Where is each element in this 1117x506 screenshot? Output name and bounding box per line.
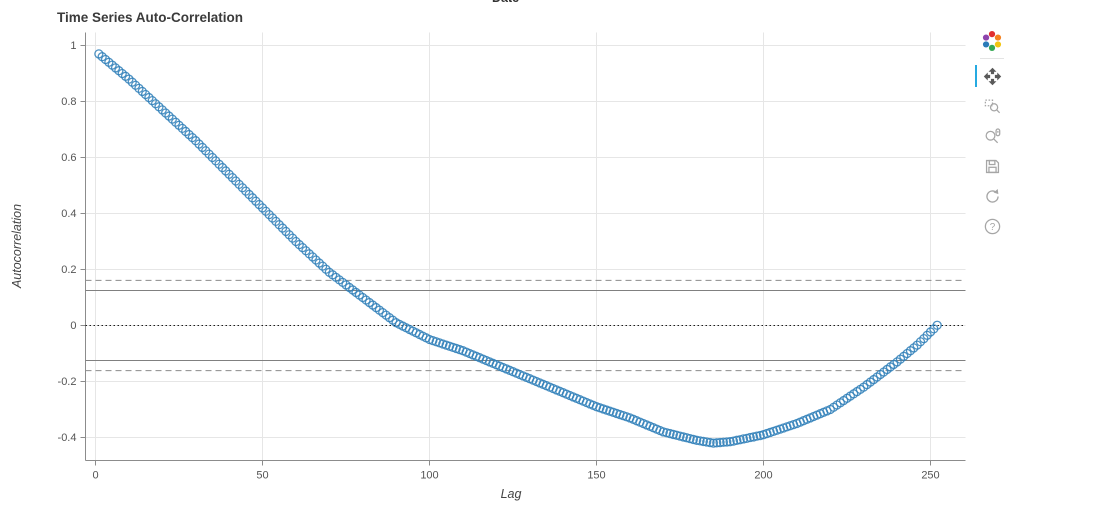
svg-text:200: 200 bbox=[754, 470, 772, 482]
toolbar-separator bbox=[980, 58, 1004, 59]
svg-text:100: 100 bbox=[420, 470, 438, 482]
svg-text:0: 0 bbox=[70, 320, 76, 332]
svg-text:0: 0 bbox=[92, 470, 98, 482]
svg-text:50: 50 bbox=[256, 470, 268, 482]
svg-text:0.6: 0.6 bbox=[61, 152, 76, 164]
y-axis: -0.4 -0.2 0 0.2 0.4 0.6 0.8 1 bbox=[58, 32, 86, 461]
reset-tool[interactable] bbox=[979, 183, 1005, 209]
x-axis: 0 50 100 150 200 250 bbox=[85, 460, 966, 482]
svg-text:250: 250 bbox=[921, 470, 939, 482]
x-gridlines bbox=[95, 32, 931, 461]
save-tool[interactable] bbox=[979, 153, 1005, 179]
svg-text:0.8: 0.8 bbox=[61, 96, 76, 108]
svg-text:-0.4: -0.4 bbox=[58, 432, 77, 444]
svg-text:-0.2: -0.2 bbox=[58, 376, 77, 388]
clipped-axis-label: Date bbox=[492, 0, 519, 5]
bokeh-logo[interactable] bbox=[979, 28, 1005, 54]
save-icon bbox=[985, 159, 999, 173]
help-icon: ? bbox=[984, 218, 1000, 234]
y-gridlines bbox=[85, 45, 966, 438]
y-axis-label: Autocorrelation bbox=[10, 203, 24, 289]
chart-title: Time Series Auto-Correlation bbox=[57, 10, 244, 25]
scatter-points bbox=[94, 49, 942, 448]
svg-text:0.2: 0.2 bbox=[61, 264, 76, 276]
svg-text:?: ? bbox=[989, 221, 995, 232]
reset-icon bbox=[985, 188, 999, 203]
box-zoom-tool[interactable] bbox=[979, 93, 1005, 119]
svg-text:0.4: 0.4 bbox=[61, 208, 76, 220]
pan-icon bbox=[983, 67, 1001, 85]
bokeh-logo-icon bbox=[982, 31, 1002, 51]
svg-text:150: 150 bbox=[587, 470, 605, 482]
reference-lines bbox=[85, 279, 966, 372]
wheel-zoom-tool[interactable] bbox=[979, 123, 1005, 149]
x-axis-label: Lag bbox=[500, 487, 522, 501]
box-zoom-icon bbox=[984, 99, 1000, 113]
svg-text:1: 1 bbox=[70, 40, 76, 52]
pan-tool[interactable] bbox=[975, 63, 1005, 89]
wheel-zoom-icon bbox=[985, 127, 1000, 143]
help-tool[interactable]: ? bbox=[979, 213, 1005, 239]
bokeh-toolbar: ? bbox=[975, 28, 1009, 239]
